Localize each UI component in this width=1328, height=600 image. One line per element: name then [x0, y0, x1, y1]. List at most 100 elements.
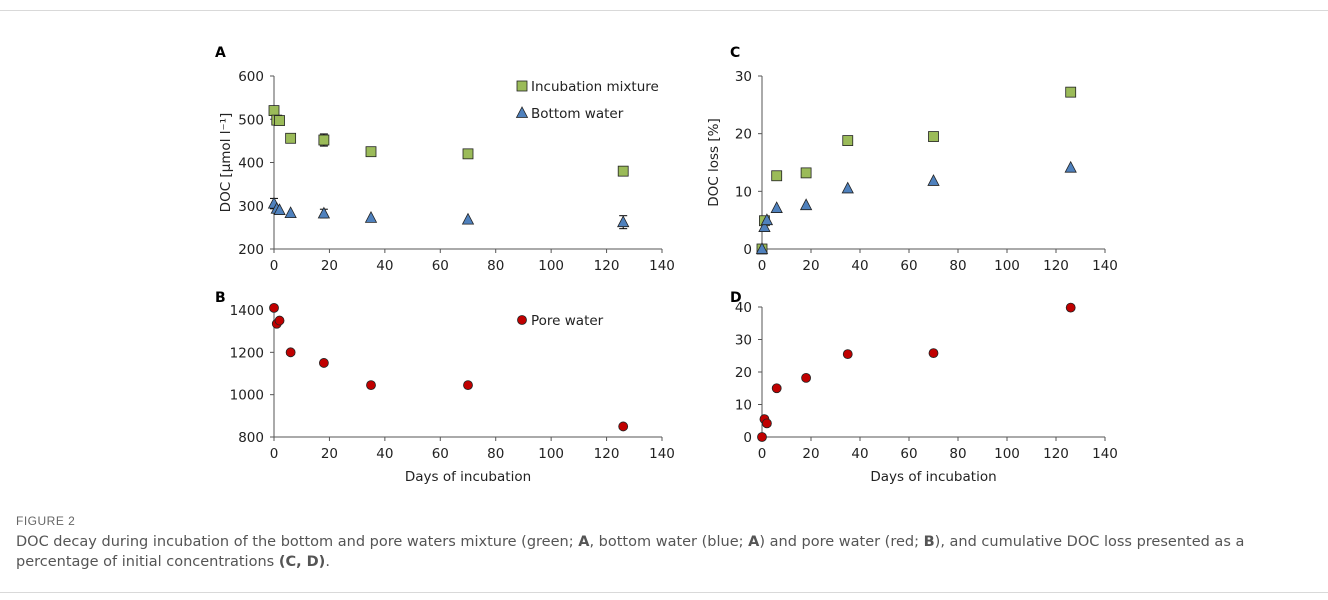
data-point-d-pore	[1065, 302, 1076, 313]
x-tick-label-a: 40	[376, 258, 393, 274]
x-tick-label-b: 60	[432, 446, 449, 462]
y-tick-label-c: 10	[735, 184, 752, 200]
caption-text-4: ), and cumulative DOC loss presented as …	[16, 534, 1245, 570]
caption-ref-a: A	[578, 534, 590, 550]
caption-text-3: ) and pore water (red;	[759, 534, 924, 550]
data-point-c-incubation	[771, 170, 783, 182]
x-tick-label-a: 80	[487, 258, 504, 274]
y-tick-label-d: 0	[743, 430, 752, 446]
y-tick-label-b: 1400	[230, 303, 264, 319]
data-point-d-pore	[801, 372, 811, 383]
y-axis-title-a: DOC [µmol l⁻¹]	[218, 113, 234, 213]
data-point-c-incubation	[928, 131, 939, 142]
x-tick-label-d: 100	[994, 446, 1020, 462]
x-tick-label-d: 40	[851, 446, 868, 462]
x-tick-label-d: 0	[758, 446, 767, 462]
top-divider	[0, 10, 1328, 11]
legend-marker-a-incubation	[516, 80, 528, 92]
x-tick-label-d: 120	[1043, 446, 1069, 462]
data-point-c-bottom	[1064, 160, 1077, 173]
data-point-c-bottom	[841, 181, 854, 194]
y-tick-label-a: 500	[238, 112, 264, 128]
x-tick-label-d: 80	[949, 446, 966, 462]
caption-ref-a-2: A	[748, 534, 760, 550]
legend-label-a-incubation: Incubation mixture	[531, 79, 659, 95]
data-point-d-pore	[842, 349, 853, 360]
x-tick-label-b: 20	[321, 446, 338, 462]
data-point-d-pore	[928, 348, 939, 359]
y-tick-label-d: 20	[735, 365, 752, 381]
panel-label-d: D	[730, 290, 742, 306]
data-point-d-pore	[757, 432, 767, 442]
bottom-divider	[0, 592, 1328, 593]
caption-ref-b: B	[923, 534, 935, 550]
data-point-a-incubation	[462, 148, 474, 160]
caption-ref-cd: (C, D)	[278, 554, 326, 570]
x-tick-label-b: 80	[487, 446, 504, 462]
x-tick-label-b: 120	[594, 446, 620, 462]
figure-caption: DOC decay during incubation of the botto…	[16, 532, 1312, 572]
y-tick-label-a: 200	[238, 242, 264, 258]
data-point-c-bottom	[760, 213, 774, 226]
y-tick-label-c: 20	[735, 127, 752, 143]
y-tick-label-d: 10	[735, 398, 752, 414]
x-tick-label-a: 60	[432, 258, 449, 274]
legend-label-b-pore: Pore water	[531, 313, 604, 329]
x-tick-label-c: 120	[1043, 258, 1069, 274]
data-point-a-incubation	[268, 105, 280, 116]
data-point-c-bottom	[770, 201, 783, 213]
data-point-a-bottom	[273, 203, 286, 215]
data-point-b-pore	[463, 380, 473, 391]
panel-label-a: A	[215, 45, 226, 61]
data-point-b-pore	[318, 358, 329, 368]
panel-label-c: C	[730, 45, 740, 61]
data-point-d-pore	[771, 383, 782, 394]
caption-text-2: , bottom water (blue;	[589, 534, 749, 550]
data-point-a-bottom	[284, 206, 297, 219]
data-point-a-incubation	[285, 132, 297, 144]
x-tick-label-c: 100	[994, 258, 1020, 274]
y-tick-label-c: 0	[743, 242, 752, 258]
x-tick-label-b: 140	[649, 446, 675, 462]
y-tick-label-d: 30	[735, 333, 752, 349]
caption-text-1: DOC decay during incubation of the botto…	[16, 534, 579, 550]
data-point-a-incubation	[318, 134, 330, 146]
y-tick-label-b: 1200	[230, 345, 264, 361]
x-tick-label-a: 120	[594, 258, 620, 274]
data-point-b-pore	[269, 302, 279, 313]
figure-label: FIGURE 2	[16, 514, 76, 528]
data-point-c-bottom	[799, 198, 813, 211]
data-point-c-incubation	[800, 167, 812, 179]
y-tick-label-b: 1000	[230, 388, 264, 404]
data-point-a-incubation	[274, 115, 285, 126]
x-tick-label-c: 0	[758, 258, 767, 274]
x-tick-label-b: 40	[376, 446, 393, 462]
legend-label-a-bottom: Bottom water	[531, 106, 624, 122]
data-point-c-bottom	[755, 242, 769, 254]
data-point-a-incubation	[617, 165, 629, 177]
data-point-a-incubation	[365, 146, 377, 158]
x-axis-title-b: Days of incubation	[405, 469, 531, 485]
legend-marker-b-pore	[517, 315, 527, 325]
data-point-d-pore	[762, 418, 772, 429]
data-point-a-bottom	[317, 206, 331, 219]
data-point-b-pore	[285, 347, 296, 358]
legend-marker-a-bottom	[515, 106, 529, 118]
x-tick-label-c: 80	[949, 258, 966, 274]
y-tick-label-d: 40	[735, 300, 752, 316]
x-tick-label-d: 60	[900, 446, 917, 462]
y-tick-label-a: 600	[238, 69, 264, 85]
data-point-c-bottom	[758, 220, 771, 232]
y-tick-label-a: 300	[238, 199, 264, 215]
data-point-a-bottom	[461, 212, 475, 225]
y-tick-label-c: 30	[735, 69, 752, 85]
data-point-b-pore	[618, 421, 629, 432]
x-tick-label-c: 60	[900, 258, 917, 274]
x-tick-label-b: 100	[538, 446, 564, 462]
x-tick-label-c: 140	[1092, 258, 1118, 274]
data-point-a-bottom	[364, 210, 378, 223]
y-axis-title-c: DOC loss [%]	[706, 118, 722, 206]
data-point-b-pore	[274, 315, 285, 326]
x-tick-label-d: 140	[1092, 446, 1118, 462]
